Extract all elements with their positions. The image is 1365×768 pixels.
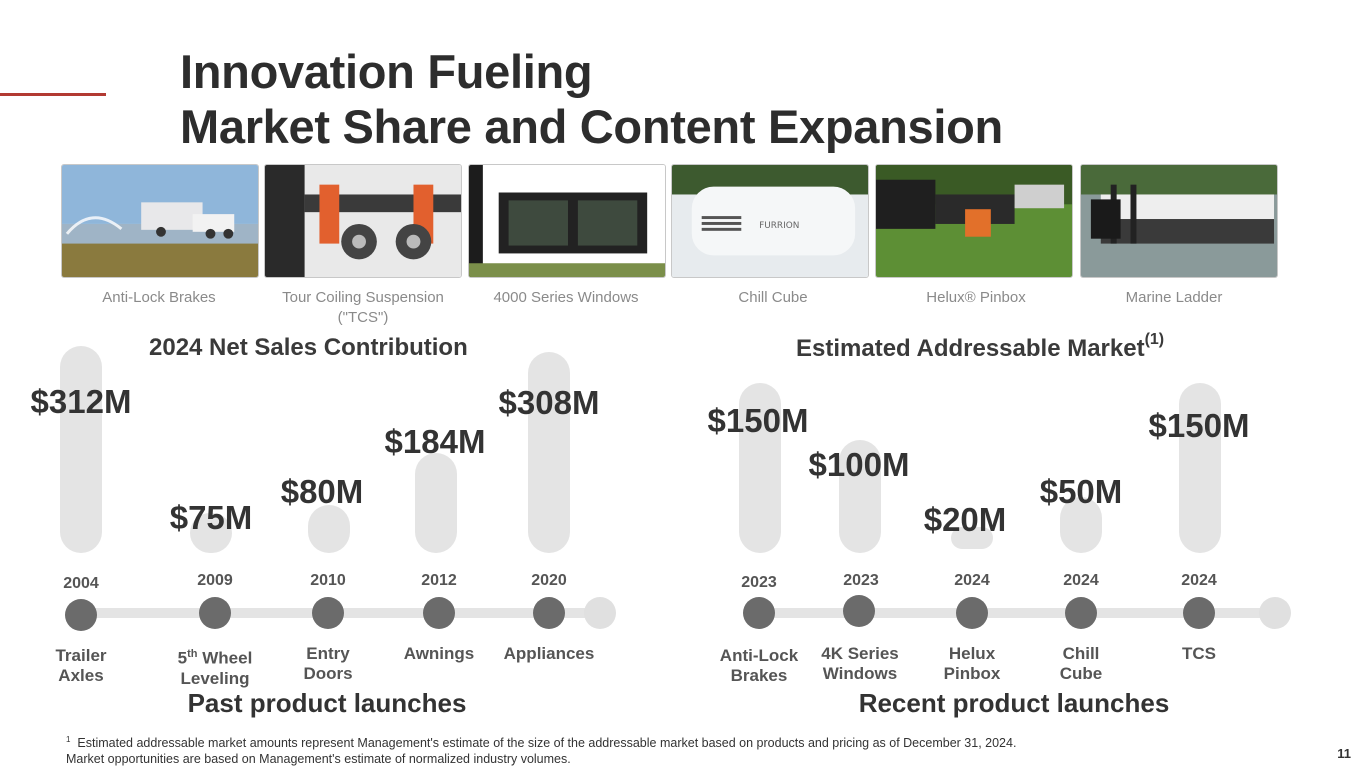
windows-photo: [468, 164, 666, 278]
net-sales-title: 2024 Net Sales Contribution: [149, 334, 468, 361]
timeline-dot: [743, 597, 775, 629]
marine-ladder-photo: [1080, 164, 1278, 278]
caption-marine-ladder: Marine Ladder: [1125, 289, 1223, 306]
launch-year: 2024: [1181, 572, 1217, 589]
launch-year: 2024: [954, 572, 990, 589]
pinbox-photo: [875, 164, 1073, 278]
net-sales-value: $75M: [169, 499, 253, 536]
launch-label: Awnings: [403, 644, 475, 663]
timeline-dot: [956, 597, 988, 629]
market-value: $150M: [1148, 407, 1250, 444]
caption-helux-pinbox: Helux® Pinbox: [926, 289, 1026, 306]
market-value: $20M: [923, 501, 1007, 538]
page-title-line-2: Market Share and Content Expansion: [180, 100, 1003, 153]
launch-year: 2020: [531, 572, 567, 589]
timeline-dot: [843, 595, 875, 627]
market-value: $50M: [1039, 473, 1123, 510]
net-sales-value: $312M: [30, 383, 132, 420]
market-bar-chill-cube: [1060, 497, 1102, 553]
net-sales-value: $184M: [384, 423, 486, 460]
caption-chill-cube: Chill Cube: [738, 289, 808, 306]
launch-label: Anti-Lock Brakes: [719, 646, 799, 685]
launch-year: 2009: [197, 572, 233, 589]
timeline-dot: [1065, 597, 1097, 629]
launch-label: Chill Cube: [1059, 644, 1103, 683]
footnote-marker: (1): [1144, 331, 1165, 348]
timeline-dot: [312, 597, 344, 629]
market-bar-4k-windows: [839, 440, 881, 553]
recent-timeline-track: [759, 608, 1275, 618]
launch-year: 2024: [1063, 572, 1099, 589]
caption-anti-lock-brakes: Anti-Lock Brakes: [102, 289, 216, 306]
page-number: 11: [1337, 746, 1351, 761]
suspension-photo: [264, 164, 462, 278]
market-bar-anti-lock-brakes: [739, 383, 781, 553]
net-sales-bar-trailer-axles: [60, 346, 102, 553]
anti-lock-brakes-photo: [61, 164, 259, 278]
timeline-dot: [533, 597, 565, 629]
launch-year: 2010: [310, 572, 346, 589]
footnote-line-2: Market opportunities are based on Manage…: [66, 752, 571, 767]
recent-launches-title: Recent product launches: [858, 688, 1170, 718]
market-bar-tcs: [1179, 383, 1221, 553]
launch-label: TCS: [1182, 644, 1216, 663]
market-value: $100M: [808, 446, 910, 483]
net-sales-value: $308M: [498, 384, 600, 421]
svg-text:FURRION: FURRION: [759, 221, 799, 231]
net-sales-bar-entry-doors: [308, 505, 350, 553]
launch-year: 2023: [741, 574, 777, 591]
launch-label: Entry Doors: [303, 644, 353, 683]
page-title-line-1: Innovation Fueling: [180, 45, 593, 98]
launch-year: 2004: [63, 575, 99, 592]
page-title: Innovation Fueling Market Share and Cont…: [180, 44, 1003, 154]
past-launches-title: Past product launches: [187, 688, 467, 718]
addressable-market-title: Estimated Addressable Market(1): [796, 331, 1165, 363]
timeline-dot: [1183, 597, 1215, 629]
footnote-number: 1: [66, 735, 71, 744]
chill-cube-photo: FURRION: [671, 164, 869, 278]
net-sales-value: $80M: [280, 473, 364, 510]
footnote-line-1: Estimated addressable market amounts rep…: [77, 736, 1017, 751]
timeline-dot: [65, 599, 97, 631]
caption-tcs: Tour Coiling Suspension ("TCS"): [282, 289, 444, 326]
footnote: 1 Estimated addressable market amounts r…: [66, 732, 1016, 767]
accent-line: [0, 93, 106, 96]
market-value: $150M: [707, 402, 809, 439]
timeline-end-dot: [1259, 597, 1291, 629]
launch-year: 2023: [843, 572, 879, 589]
launch-year: 2012: [421, 572, 457, 589]
addressable-market-title-text: Estimated Addressable Market: [796, 335, 1145, 362]
caption-4000-series-windows: 4000 Series Windows: [493, 289, 639, 306]
launch-label: 5th Wheel Leveling: [177, 648, 253, 688]
timeline-dot: [199, 597, 231, 629]
timeline-end-dot: [584, 597, 616, 629]
net-sales-bar-awnings: [415, 453, 457, 553]
timeline-dot: [423, 597, 455, 629]
net-sales-bar-5th-wheel: [190, 513, 232, 553]
net-sales-bar-appliances: [528, 352, 570, 553]
launch-label: Helux Pinbox: [943, 644, 1001, 683]
launch-label: Appliances: [503, 644, 595, 663]
launch-label: 4K Series Windows: [821, 644, 899, 683]
market-bar-helux-pinbox: [951, 527, 993, 549]
launch-label: Trailer Axles: [55, 646, 107, 685]
